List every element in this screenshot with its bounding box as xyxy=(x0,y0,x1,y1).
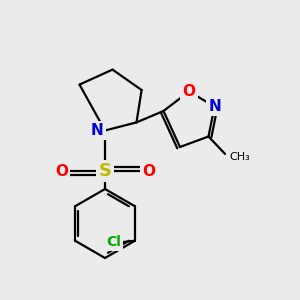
Text: N: N xyxy=(91,123,104,138)
Text: O: O xyxy=(182,84,196,99)
Text: S: S xyxy=(98,162,112,180)
Text: N: N xyxy=(208,99,221,114)
Text: O: O xyxy=(55,164,68,178)
Text: CH₃: CH₃ xyxy=(230,152,250,162)
Text: O: O xyxy=(142,164,155,178)
Text: Cl: Cl xyxy=(106,235,121,249)
